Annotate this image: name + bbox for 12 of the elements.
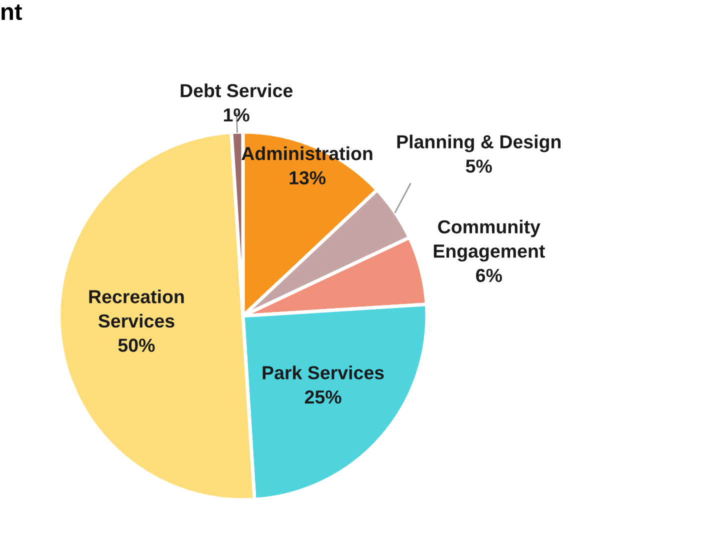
- slice-label: Park Services: [262, 366, 384, 380]
- slice-label: Debt Service: [180, 84, 292, 98]
- slice-label: Recreation Services: [89, 290, 184, 328]
- data-label: 13%: [290, 171, 326, 184]
- data-label: 5%: [466, 160, 492, 173]
- data-label: 50%: [118, 338, 155, 352]
- data-label: 1%: [224, 108, 250, 122]
- data-label: 6%: [476, 268, 502, 282]
- slice-label: Planning & Design: [397, 134, 561, 152]
- slice-label: Community Engagement: [434, 220, 545, 262]
- chart-title: nt: [2, 4, 22, 20]
- data-label: 25%: [304, 390, 342, 404]
